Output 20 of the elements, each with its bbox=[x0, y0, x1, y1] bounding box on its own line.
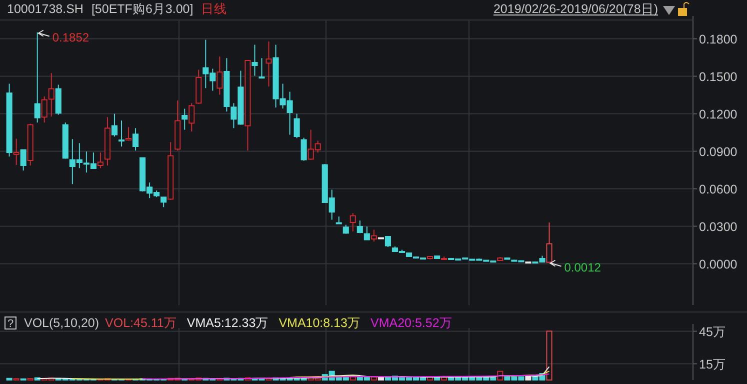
annotation: ? bbox=[8, 318, 14, 330]
chart-title: 10001738.SH bbox=[7, 2, 84, 16]
y-tick-label: 0.0000 bbox=[699, 257, 738, 272]
text: VMA20:5.52万 bbox=[370, 316, 452, 330]
text: VOL:45.11万 bbox=[105, 316, 177, 330]
y-tick-label: 0.0900 bbox=[699, 144, 738, 159]
annotation: 0.1852 bbox=[52, 30, 90, 44]
chart-subtitle: [50ETF购6月3.00] bbox=[91, 2, 194, 16]
annotation: 0.0012 bbox=[564, 260, 602, 274]
y-tick-label: 0.0600 bbox=[699, 182, 738, 196]
y-tick-label: 0.1200 bbox=[699, 107, 738, 122]
text: 日线 bbox=[201, 2, 228, 16]
y-tick-label: 0.1500 bbox=[699, 70, 738, 84]
y-tick-label: 15万 bbox=[699, 357, 726, 372]
text: VMA5:12.33万 bbox=[186, 316, 269, 330]
y-tick-label: 0.1800 bbox=[699, 32, 738, 46]
y-tick-label: 0.0300 bbox=[699, 220, 738, 234]
text: VMA10:8.13万 bbox=[278, 316, 360, 330]
chart-title: VOL(5,10,20) bbox=[24, 316, 100, 330]
y-tick-label: 45万 bbox=[699, 324, 726, 339]
